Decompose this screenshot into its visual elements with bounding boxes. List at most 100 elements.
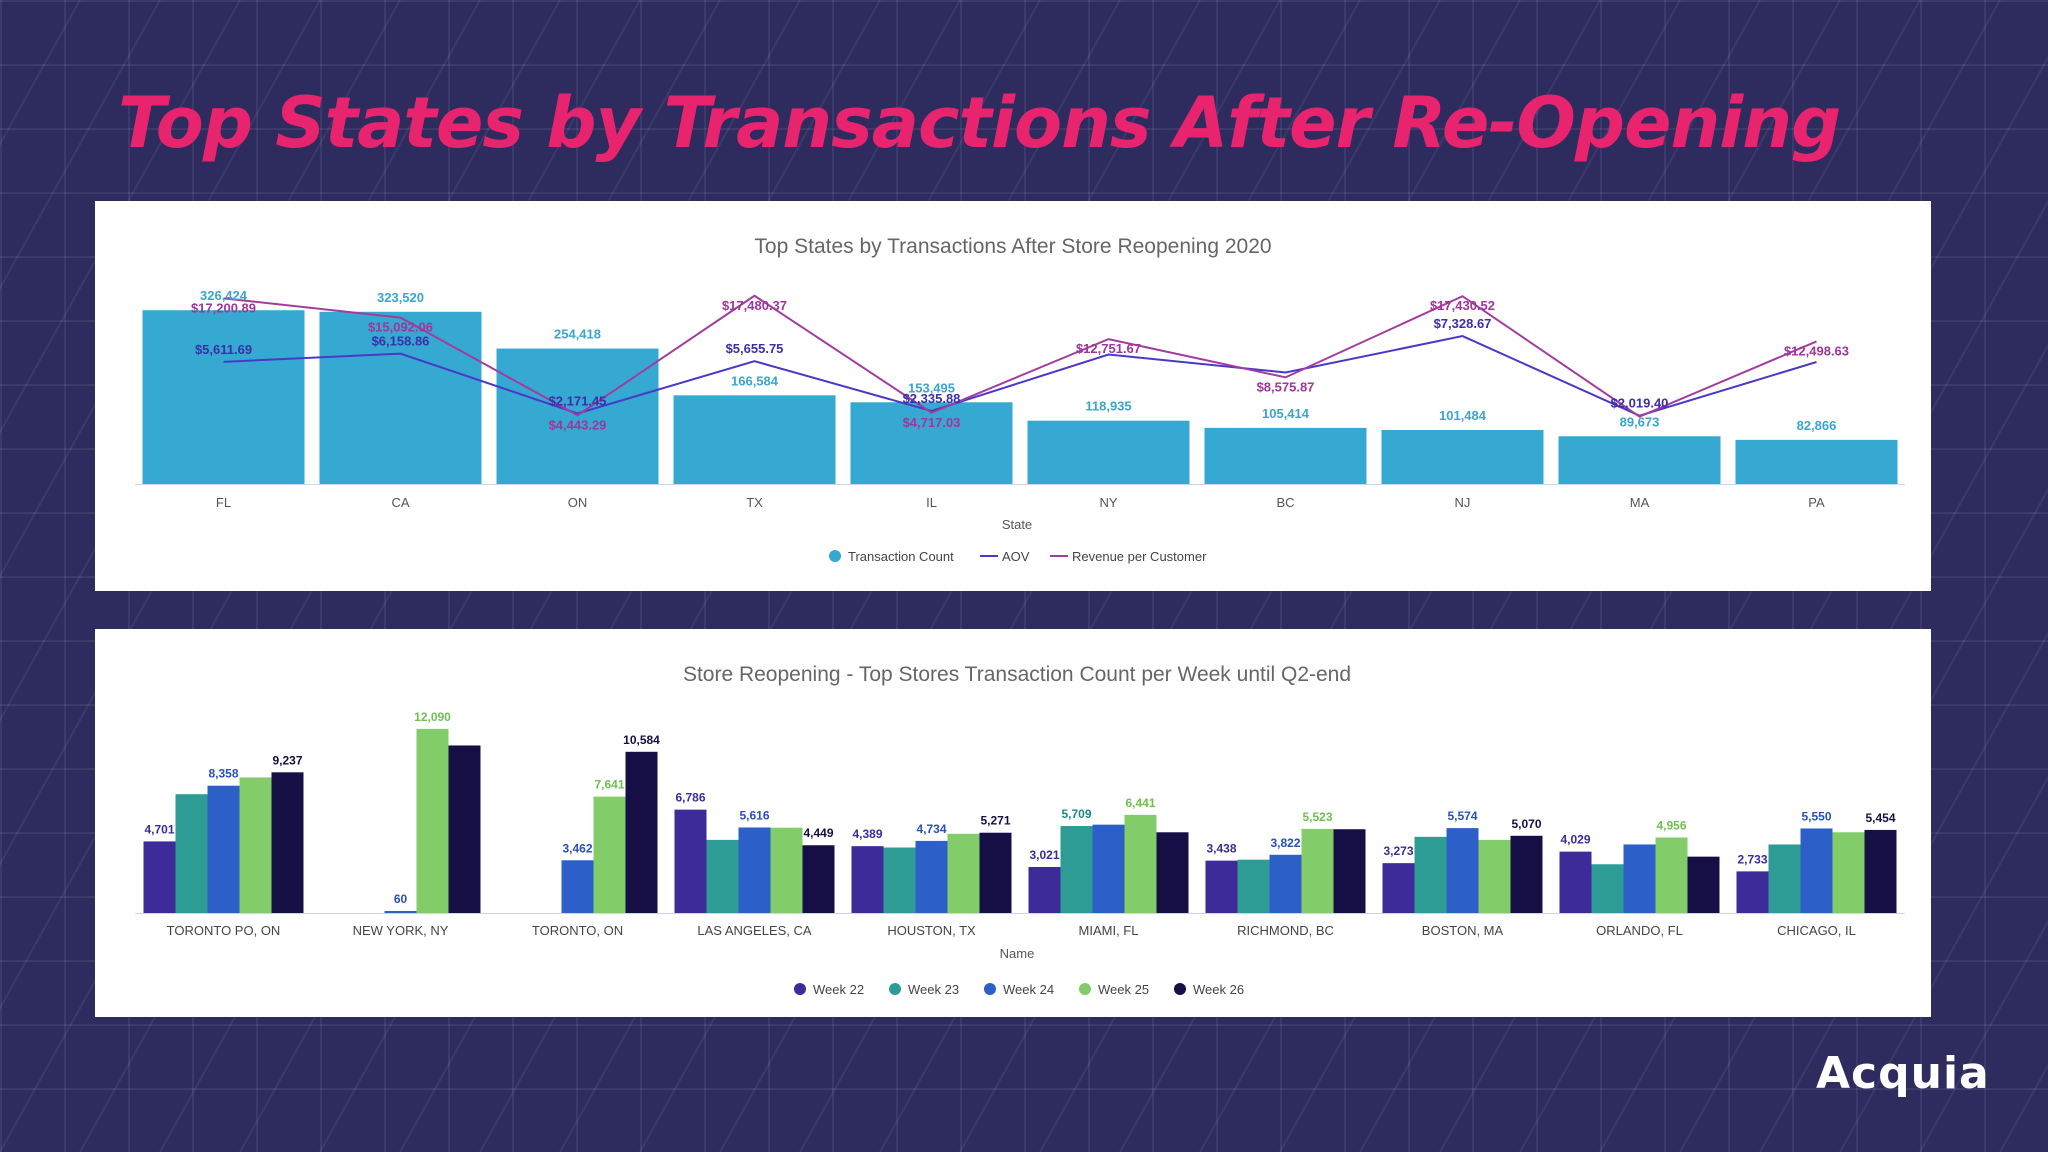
bar-transaction-count-MA: [1558, 436, 1721, 484]
data-label-week-26: 9,237: [272, 753, 302, 767]
x-tick-label: NEW YORK, NY: [353, 923, 449, 938]
legend-label-week-26: Week 26: [1193, 982, 1244, 997]
bar-week-25: [239, 777, 272, 913]
data-label-week-24: 5,616: [739, 808, 769, 822]
legend-label-revenue-per-customer: Revenue per Customer: [1072, 549, 1207, 564]
data-label-transaction-count: 101,484: [1439, 408, 1487, 423]
data-label-aov: $5,611.69: [195, 342, 252, 357]
data-label-revenue-per-customer: $17,430.52: [1430, 298, 1495, 313]
bar-week-24: [1446, 828, 1479, 913]
slide-title: Top States by Transactions After Re-Open…: [118, 82, 1841, 164]
data-label-week-24: 3,822: [1270, 836, 1300, 850]
bar-week-25: [593, 796, 626, 913]
x-tick-label: FL: [216, 495, 231, 510]
data-label-week-22: 4,029: [1560, 833, 1590, 847]
data-label-week-23: 5,709: [1061, 807, 1091, 821]
legend-label-week-24: Week 24: [1003, 982, 1054, 997]
bar-week-23: [175, 794, 208, 913]
data-label-week-26: 5,070: [1511, 817, 1541, 831]
data-label-week-22: 4,389: [852, 827, 882, 841]
bar-week-26: [448, 745, 481, 913]
data-label-week-24: 60: [394, 892, 408, 906]
bar-transaction-count-TX: [673, 395, 836, 484]
bar-week-25: [1655, 837, 1688, 913]
data-label-revenue-per-customer: $12,498.63: [1784, 343, 1849, 358]
data-label-transaction-count: 89,673: [1620, 414, 1660, 429]
bar-week-22: [1559, 851, 1592, 913]
legend-label-aov: AOV: [1002, 549, 1030, 564]
x-tick-label: CA: [391, 495, 409, 510]
states-chart-panel: Top States by Transactions After Store R…: [95, 201, 1931, 591]
data-label-week-25: 5,523: [1302, 810, 1332, 824]
data-label-aov: $6,158.86: [372, 334, 430, 349]
data-label-week-22: 3,273: [1383, 844, 1413, 858]
bar-week-25: [1124, 814, 1157, 913]
bar-week-24: [207, 785, 240, 913]
bar-week-25: [1301, 828, 1334, 913]
bar-week-24: [1800, 828, 1833, 913]
data-label-revenue-per-customer: $4,717.03: [903, 415, 961, 430]
bar-transaction-count-IL: [850, 402, 1013, 484]
data-label-revenue-per-customer: $12,751.67: [1076, 341, 1141, 356]
acquia-logo: Acquia: [1816, 1048, 1990, 1099]
data-label-week-26: 5,454: [1865, 811, 1895, 825]
stores-weekly-chart-panel: Store Reopening - Top Stores Transaction…: [95, 629, 1931, 1017]
data-label-revenue-per-customer: $4,443.29: [549, 417, 607, 432]
bar-week-24: [384, 911, 417, 913]
data-label-week-26: 4,449: [803, 826, 833, 840]
data-label-week-25: 12,090: [414, 710, 451, 724]
bar-week-22: [143, 841, 176, 913]
data-label-aov: $2,335.88: [903, 391, 961, 406]
bar-transaction-count-CA: [319, 311, 482, 484]
bar-week-23: [1414, 836, 1447, 913]
data-label-transaction-count: 118,935: [1085, 399, 1131, 414]
bar-week-25: [416, 728, 449, 913]
bar-week-26: [1156, 832, 1189, 913]
data-label-week-22: 3,021: [1029, 848, 1059, 862]
bar-week-23: [1060, 826, 1093, 913]
data-label-aov: $5,655.75: [726, 341, 784, 356]
x-tick-label: MA: [1630, 495, 1650, 510]
legend-symbol-week-22: [794, 983, 806, 995]
data-label-week-24: 8,358: [208, 767, 238, 781]
bar-week-22: [1028, 866, 1061, 913]
bar-week-22: [674, 809, 707, 913]
data-label-week-24: 4,734: [916, 822, 946, 836]
data-label-transaction-count: 166,584: [731, 373, 779, 388]
legend-label-week-23: Week 23: [908, 982, 959, 997]
bar-week-22: [1205, 860, 1238, 913]
legend-label-week-25: Week 25: [1098, 982, 1149, 997]
x-axis-title: State: [1002, 517, 1032, 532]
bar-week-25: [1478, 839, 1511, 913]
x-tick-label: NY: [1099, 495, 1117, 510]
data-label-transaction-count: 323,520: [377, 290, 424, 305]
bar-week-26: [1687, 856, 1720, 913]
bar-week-26: [1510, 835, 1543, 913]
bar-week-24: [915, 840, 948, 913]
data-label-aov: $7,328.67: [1434, 316, 1492, 331]
bar-transaction-count-NJ: [1381, 429, 1544, 484]
data-label-revenue-per-customer: $17,480.37: [722, 298, 787, 313]
states-transactions-chart: Top States by Transactions After Store R…: [135, 235, 1905, 564]
legend-symbol-week-25: [1079, 983, 1091, 995]
bar-week-25: [770, 827, 803, 913]
bar-week-26: [802, 845, 835, 913]
data-label-revenue-per-customer: $17,200.89: [191, 300, 256, 315]
legend-symbol-week-24: [984, 983, 996, 995]
bar-week-24: [1269, 854, 1302, 913]
bar-week-26: [1333, 829, 1366, 913]
x-tick-label: MIAMI, FL: [1079, 923, 1139, 938]
bar-week-22: [1382, 863, 1415, 913]
x-tick-label: IL: [926, 495, 937, 510]
data-label-transaction-count: 153,495: [908, 380, 955, 395]
data-label-week-22: 6,786: [675, 791, 705, 805]
x-tick-label: TORONTO, ON: [532, 923, 623, 938]
legend-label-transaction-count: Transaction Count: [848, 549, 954, 564]
x-axis-title: Name: [1000, 946, 1035, 961]
x-tick-label: CHICAGO, IL: [1777, 923, 1856, 938]
bar-week-24: [561, 860, 594, 913]
bar-week-22: [851, 846, 884, 913]
bar-week-24: [1623, 844, 1656, 913]
data-label-aov: $2,171.45: [549, 393, 607, 408]
chart-title: Store Reopening - Top Stores Transaction…: [683, 663, 1351, 686]
